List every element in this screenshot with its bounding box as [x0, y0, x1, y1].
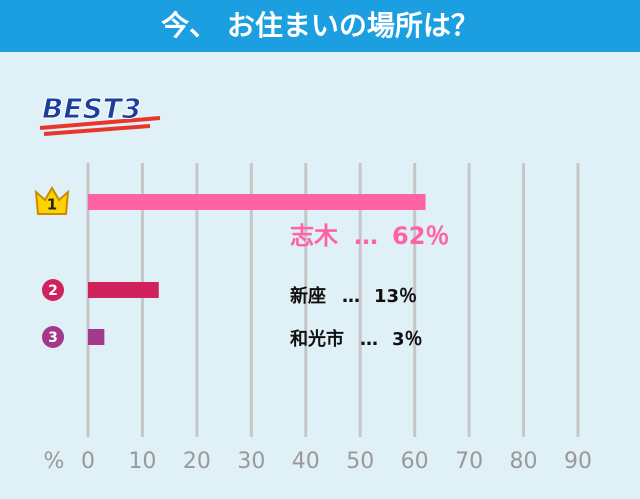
bar: [88, 282, 159, 298]
x-tick-label: 80: [510, 449, 538, 474]
x-tick-label: 40: [292, 449, 320, 474]
x-tick-label: 0: [81, 449, 95, 474]
x-tick-label: 10: [128, 449, 156, 474]
x-tick-label: 50: [346, 449, 374, 474]
rank-circle: [42, 279, 64, 301]
value-label: 13％: [374, 286, 417, 307]
x-tick-label: 70: [455, 449, 483, 474]
separator: …: [342, 286, 360, 307]
x-tick-label: 30: [237, 449, 265, 474]
bar: [88, 329, 105, 345]
category-label: 和光市: [290, 328, 344, 350]
bar: [88, 194, 426, 210]
rank-number: 2: [48, 283, 58, 299]
data-label: 新座 … 13％: [290, 285, 417, 307]
rank-number: 3: [48, 330, 58, 346]
badge-underline: [39, 116, 161, 136]
category-label: 新座: [290, 285, 326, 307]
separator: …: [354, 222, 378, 250]
x-axis-label: %: [44, 449, 65, 474]
category-label: 志木: [290, 222, 339, 250]
value-label: 3％: [392, 329, 423, 350]
rank-number: 1: [47, 196, 57, 214]
header-bar: [0, 0, 640, 52]
data-label: 和光市 … 3％: [290, 328, 423, 350]
rank-crown: [34, 186, 70, 215]
x-tick-label: 20: [183, 449, 211, 474]
data-label: 志木 … 62％: [290, 222, 449, 250]
separator: …: [360, 329, 378, 350]
x-tick-label: 60: [401, 449, 429, 474]
badge: BEST3: [42, 92, 141, 125]
rank-circle: [42, 326, 64, 348]
x-tick-label: 90: [564, 449, 592, 474]
value-label: 62％: [392, 222, 449, 250]
chart-title: 今、 お住まいの場所は？: [161, 9, 479, 42]
